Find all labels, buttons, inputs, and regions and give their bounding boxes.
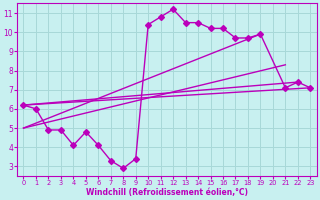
X-axis label: Windchill (Refroidissement éolien,°C): Windchill (Refroidissement éolien,°C) [86,188,248,197]
